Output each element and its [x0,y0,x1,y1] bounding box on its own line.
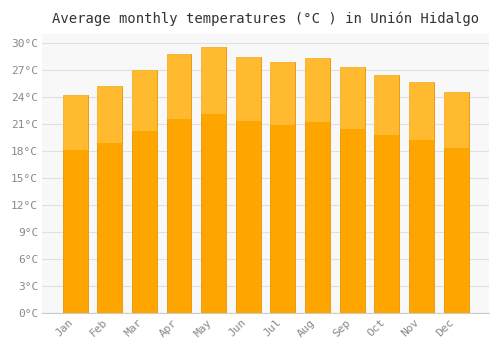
Bar [132,70,157,313]
Bar [62,95,88,150]
Bar [132,70,157,131]
Bar [62,95,88,313]
Bar [340,67,364,313]
Title: Average monthly temperatures (°C ) in Unión Hidalgo: Average monthly temperatures (°C ) in Un… [52,11,479,26]
Bar [444,92,468,313]
Bar [236,57,260,313]
Bar [409,83,434,140]
Bar [340,67,364,129]
Bar [305,58,330,313]
Bar [305,58,330,122]
Bar [374,75,400,313]
Bar [97,86,122,313]
Bar [409,83,434,313]
Bar [97,86,122,143]
Bar [201,47,226,313]
Bar [444,92,468,148]
Bar [166,55,192,119]
Bar [270,62,295,125]
Bar [166,55,192,313]
Bar [374,75,400,135]
Bar [236,57,260,121]
Bar [201,47,226,114]
Bar [270,62,295,313]
